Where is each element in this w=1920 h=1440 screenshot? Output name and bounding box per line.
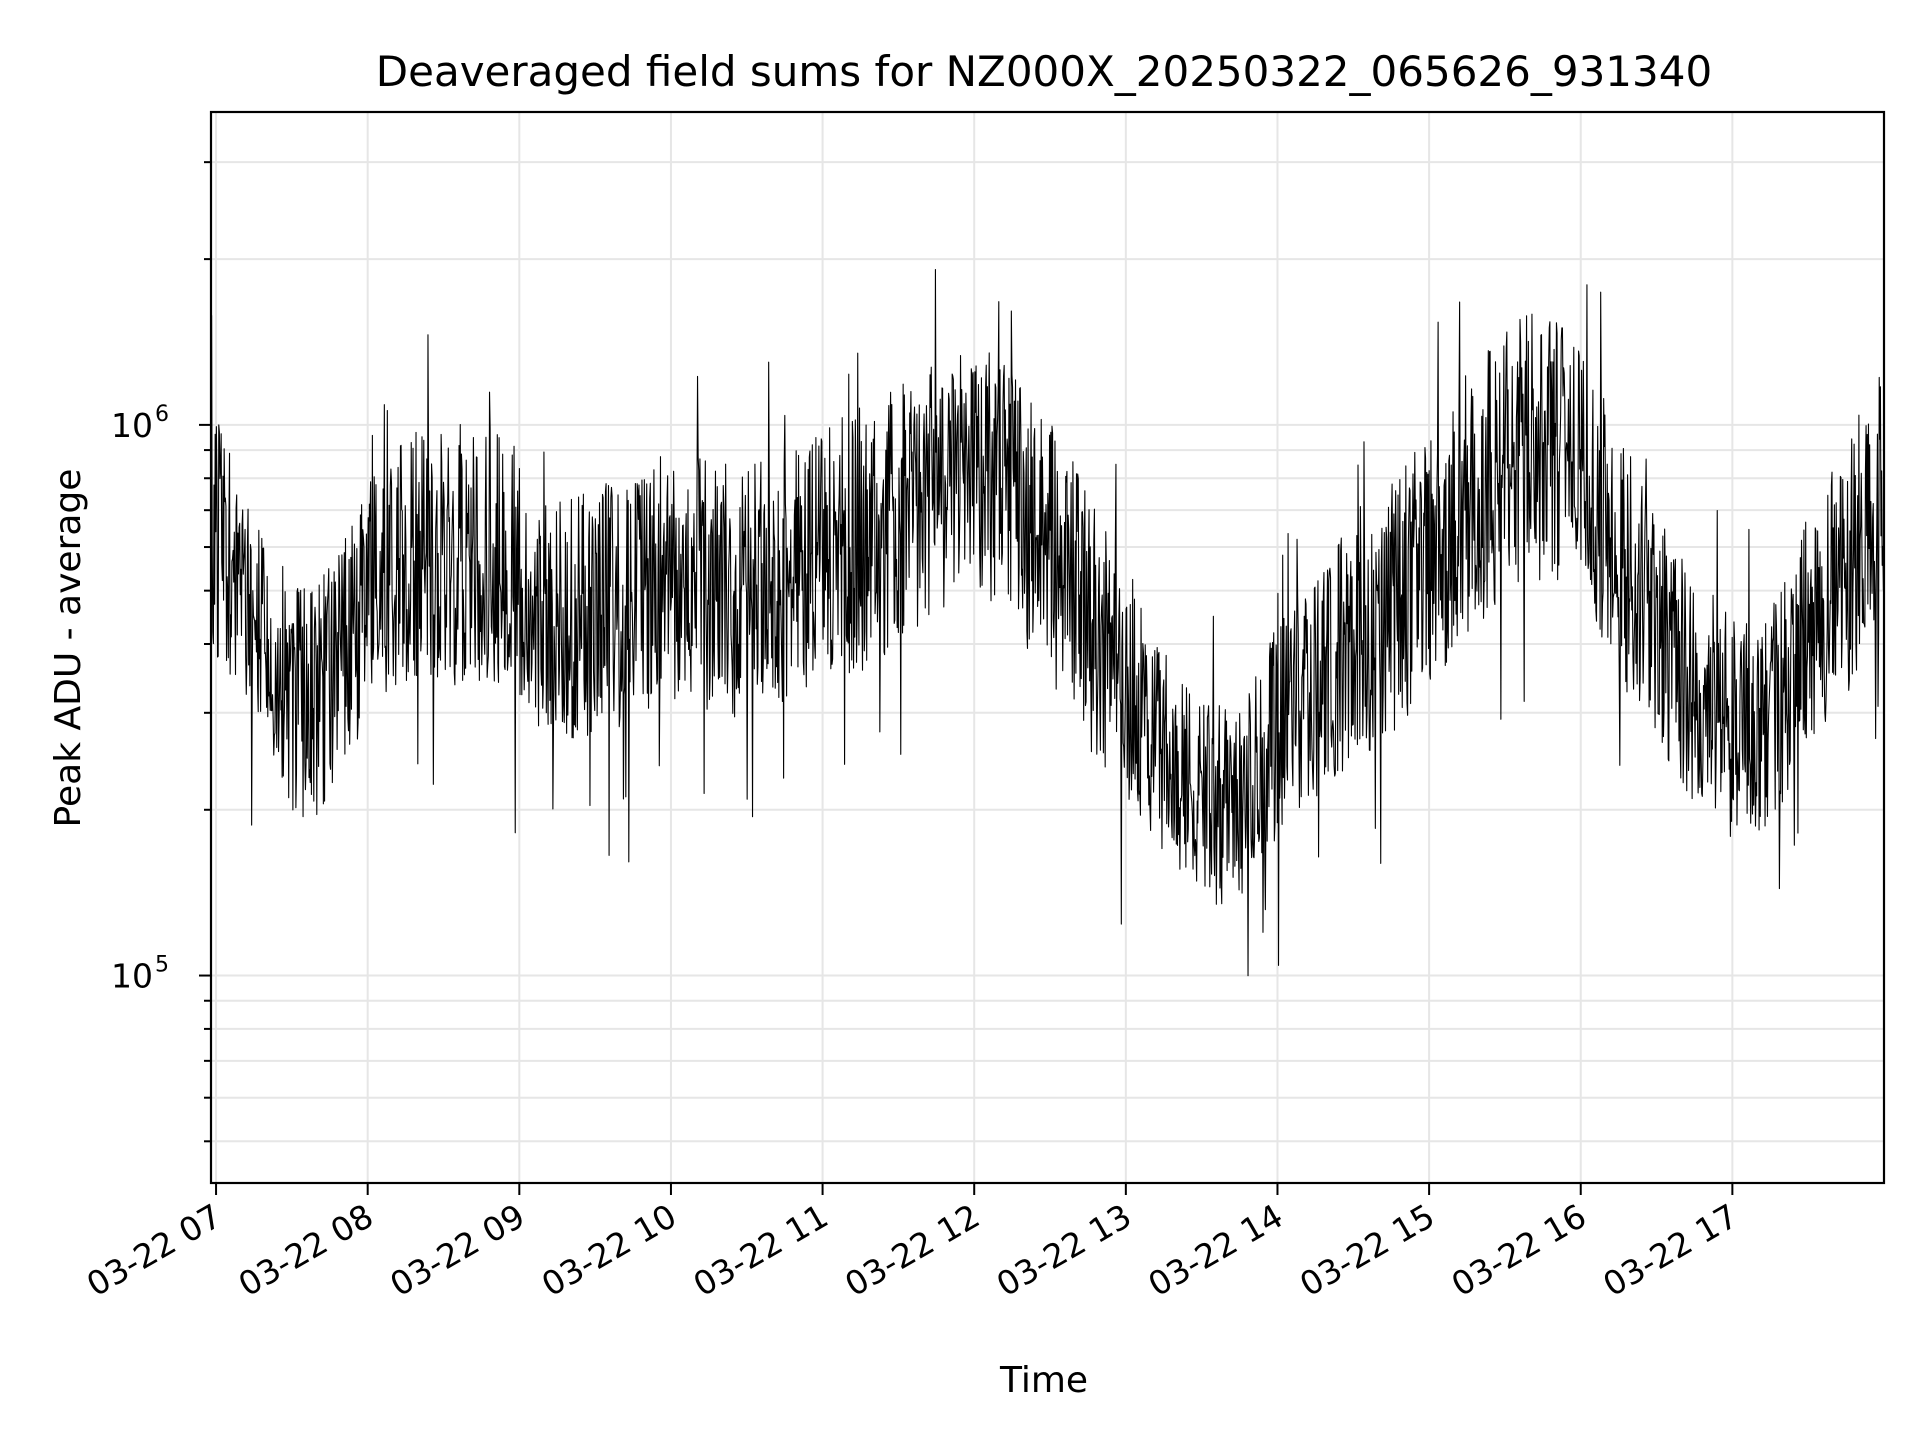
y-tick-exponent: 6 [155,402,169,427]
x-tick-label: 03-22 15 [1293,1196,1441,1304]
x-axis-label: Time [999,1360,1088,1401]
x-tick-label: 03-22 12 [838,1196,986,1304]
y-tick-label: 10 5 [111,953,169,996]
x-tick-label: 03-22 14 [1141,1196,1289,1304]
x-tick-label: 03-22 11 [687,1196,835,1304]
x-tick-label: 03-22 17 [1596,1196,1744,1304]
x-axis-ticks: 03-22 07 03-22 08 03-22 09 03-22 10 03-22 11… [80,1183,1744,1304]
x-tick-label: 03-22 07 [80,1196,228,1304]
series-line [210,268,1885,977]
series-layer [210,268,1885,977]
y-tick-base: 10 [111,406,153,445]
x-tick-label: 03-22 09 [383,1196,531,1304]
x-tick-label: 03-22 10 [535,1196,683,1304]
x-tick-label: 03-22 16 [1445,1196,1593,1304]
plot-frame [209,110,1886,1185]
y-tick-exponent: 5 [155,953,169,978]
chart-title: Deaveraged field sums for NZ000X_2025032… [376,47,1712,96]
y-tick-label: 10 6 [111,402,169,445]
x-tick-label: 03-22 13 [990,1196,1138,1304]
y-axis-label: Peak ADU - average [48,469,89,828]
x-tick-label: 03-22 08 [232,1196,380,1304]
y-tick-base: 10 [111,957,153,996]
